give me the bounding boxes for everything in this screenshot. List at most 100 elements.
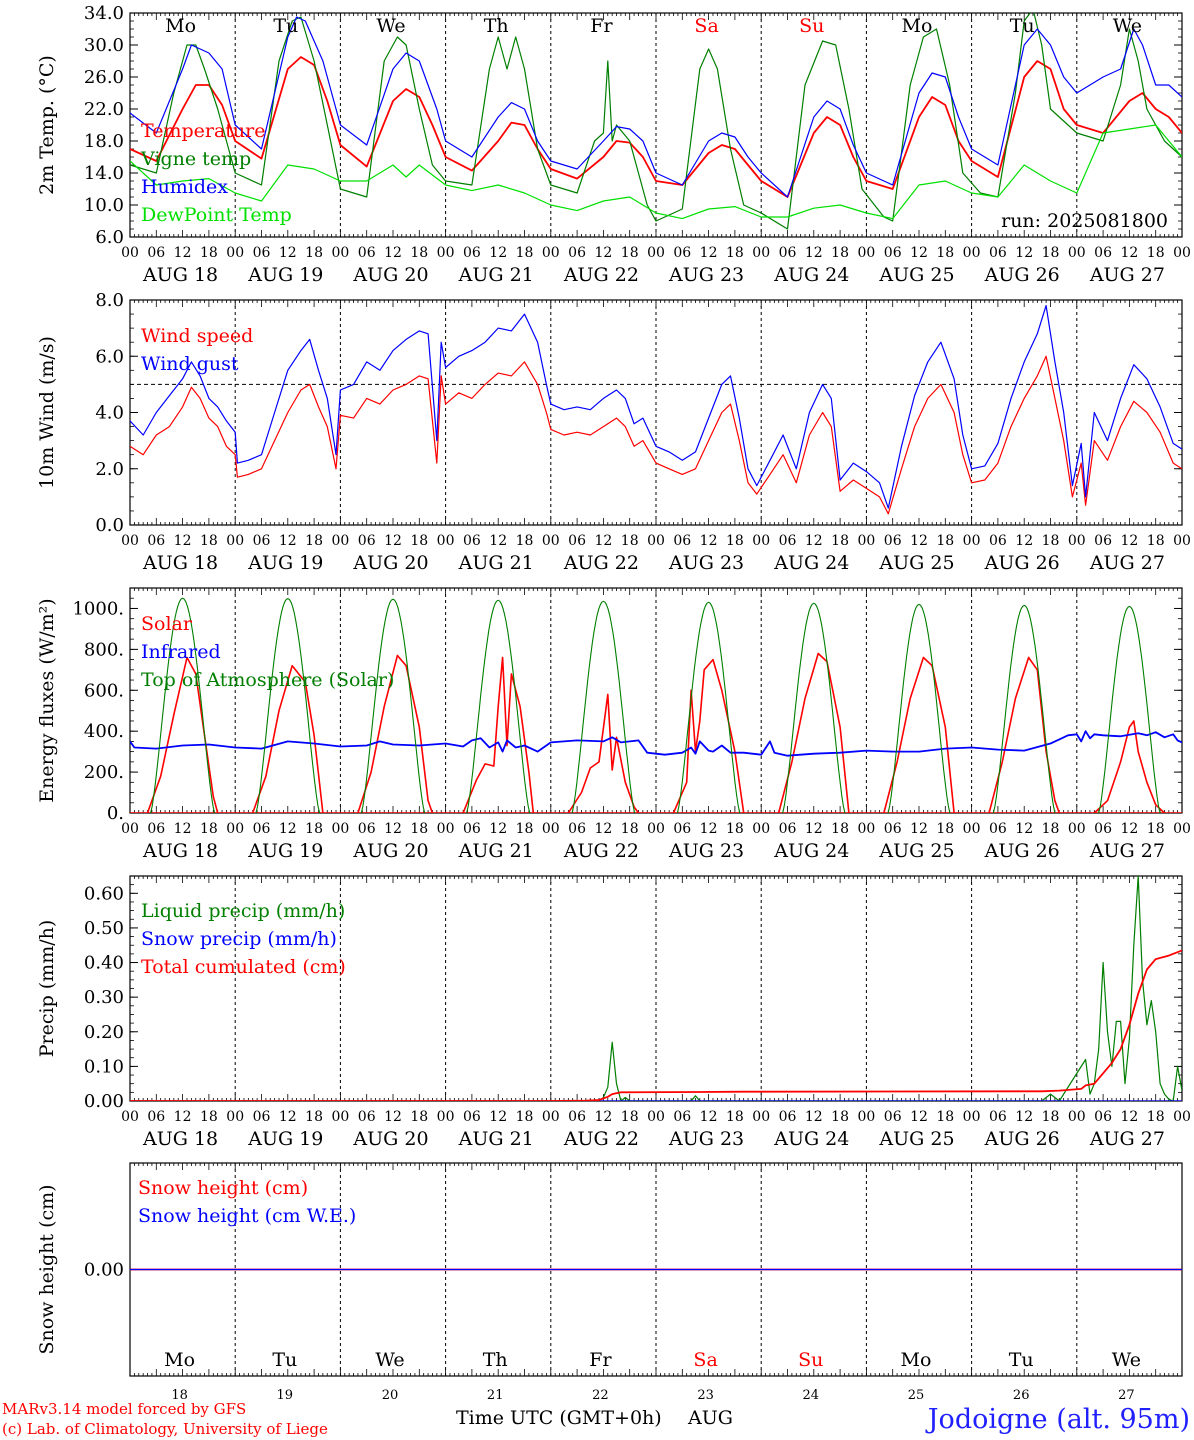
x-hour-label: 06 bbox=[463, 533, 481, 549]
x-hour-label: 00 bbox=[226, 533, 244, 549]
legend-wind-gust: Wind gust bbox=[141, 353, 239, 375]
x-date-label: AUG 20 bbox=[352, 1128, 428, 1150]
x-date-label: AUG 25 bbox=[878, 552, 954, 574]
day-number: 25 bbox=[908, 1388, 925, 1403]
x-hour-label: 00 bbox=[647, 245, 665, 261]
x-hour-label: 12 bbox=[489, 533, 507, 549]
x-hour-label: 18 bbox=[200, 1109, 218, 1125]
series-solar bbox=[146, 656, 219, 813]
series-wind-speed bbox=[130, 355, 1182, 515]
x-hour-label: 18 bbox=[1042, 821, 1060, 837]
x-hour-label: 00 bbox=[1173, 1109, 1191, 1125]
legend-snow-height-cm-w-e: Snow height (cm W.E.) bbox=[138, 1205, 356, 1227]
x-hour-label: 12 bbox=[805, 245, 823, 261]
run-label: run: 2025081800 bbox=[1001, 210, 1168, 232]
series-top-of-atmosphere-solar bbox=[150, 597, 216, 813]
x-hour-label: 06 bbox=[463, 1109, 481, 1125]
x-hour-label: 18 bbox=[1042, 245, 1060, 261]
x-hour-label: 00 bbox=[1068, 1109, 1086, 1125]
y-tick-label: 22.0 bbox=[84, 99, 124, 120]
y-tick-label: 200. bbox=[84, 762, 124, 783]
x-hour-label: 00 bbox=[121, 821, 139, 837]
x-date-label: AUG 19 bbox=[247, 552, 323, 574]
day-number: 23 bbox=[697, 1388, 714, 1403]
x-hour-label: 12 bbox=[594, 1109, 612, 1125]
x-hour-label: 06 bbox=[884, 1109, 902, 1125]
x-hour-label: 06 bbox=[253, 533, 271, 549]
x-date-label: AUG 21 bbox=[458, 264, 534, 286]
y-tick-label: 0.40 bbox=[84, 953, 124, 974]
x-hour-label: 18 bbox=[516, 821, 534, 837]
x-date-label: AUG 21 bbox=[458, 552, 534, 574]
weekday-label: We bbox=[376, 15, 405, 37]
series-top-of-atmosphere-solar bbox=[255, 598, 321, 813]
y-tick-label: 0.50 bbox=[84, 918, 124, 939]
weekday-label: Mo bbox=[164, 1349, 195, 1371]
x-hour-label: 06 bbox=[989, 245, 1007, 261]
legend-total-cumulated-cm: Total cumulated (cm) bbox=[141, 956, 346, 978]
y-tick-label: 34.0 bbox=[84, 3, 124, 24]
x-date-label: AUG 27 bbox=[1089, 264, 1165, 286]
x-hour-label: 12 bbox=[910, 821, 928, 837]
x-hour-label: 00 bbox=[121, 1109, 139, 1125]
x-hour-label: 18 bbox=[305, 821, 323, 837]
x-hour-label: 06 bbox=[147, 533, 165, 549]
x-date-label: AUG 19 bbox=[247, 264, 323, 286]
x-hour-label: 06 bbox=[884, 533, 902, 549]
x-hour-label: 00 bbox=[963, 245, 981, 261]
x-hour-label: 00 bbox=[121, 245, 139, 261]
x-hour-label: 12 bbox=[174, 533, 192, 549]
x-hour-label: 18 bbox=[831, 245, 849, 261]
x-hour-label: 06 bbox=[358, 533, 376, 549]
x-hour-label: 00 bbox=[857, 821, 875, 837]
x-hour-label: 06 bbox=[358, 821, 376, 837]
day-number: 22 bbox=[592, 1388, 609, 1403]
x-hour-label: 00 bbox=[1173, 533, 1191, 549]
day-number: 26 bbox=[1013, 1388, 1030, 1403]
series-top-of-atmosphere-solar bbox=[466, 599, 531, 813]
x-hour-label: 18 bbox=[1042, 533, 1060, 549]
x-hour-label: 12 bbox=[174, 1109, 192, 1125]
x-hour-label: 18 bbox=[831, 533, 849, 549]
day-number: 21 bbox=[487, 1388, 504, 1403]
x-hour-label: 06 bbox=[147, 245, 165, 261]
series-top-of-atmosphere-solar bbox=[887, 603, 951, 813]
x-hour-label: 06 bbox=[1094, 1109, 1112, 1125]
x-hour-label: 18 bbox=[410, 821, 428, 837]
weekday-label: Sa bbox=[694, 15, 718, 37]
x-hour-label: 00 bbox=[857, 533, 875, 549]
x-hour-label: 18 bbox=[621, 821, 639, 837]
x-date-label: AUG 24 bbox=[773, 552, 849, 574]
x-hour-label: 00 bbox=[752, 245, 770, 261]
x-hour-label: 00 bbox=[1173, 821, 1191, 837]
x-hour-label: 18 bbox=[305, 245, 323, 261]
plot-frame bbox=[129, 587, 1183, 814]
x-hour-label: 12 bbox=[174, 821, 192, 837]
x-hour-label: 18 bbox=[200, 533, 218, 549]
series-infrared bbox=[130, 730, 1182, 757]
series-top-of-atmosphere-solar bbox=[782, 602, 846, 813]
x-hour-label: 12 bbox=[384, 533, 402, 549]
x-hour-label: 12 bbox=[594, 533, 612, 549]
x-hour-label: 18 bbox=[516, 245, 534, 261]
legend-solar: Solar bbox=[141, 613, 193, 635]
x-hour-label: 12 bbox=[279, 821, 297, 837]
x-hour-label: 00 bbox=[752, 533, 770, 549]
x-date-label: AUG 21 bbox=[458, 1128, 534, 1150]
x-date-label: AUG 19 bbox=[247, 840, 323, 862]
x-hour-label: 12 bbox=[489, 821, 507, 837]
x-hour-label: 18 bbox=[516, 533, 534, 549]
x-date-label: AUG 24 bbox=[773, 1128, 849, 1150]
x-hour-label: 18 bbox=[726, 821, 744, 837]
weekday-label: We bbox=[375, 1349, 404, 1371]
x-date-label: AUG 18 bbox=[142, 840, 218, 862]
x-date-label: AUG 24 bbox=[773, 264, 849, 286]
y-axis-label: Energy fluxes (W/m²) bbox=[36, 598, 58, 802]
model-credit: MARv3.14 model forced by GFS bbox=[2, 1400, 246, 1418]
x-hour-label: 18 bbox=[305, 1109, 323, 1125]
y-tick-label: 4.0 bbox=[95, 403, 124, 424]
x-hour-label: 12 bbox=[1120, 245, 1138, 261]
weekday-label: Tu bbox=[1009, 1349, 1034, 1371]
x-date-label: AUG 23 bbox=[668, 1128, 744, 1150]
